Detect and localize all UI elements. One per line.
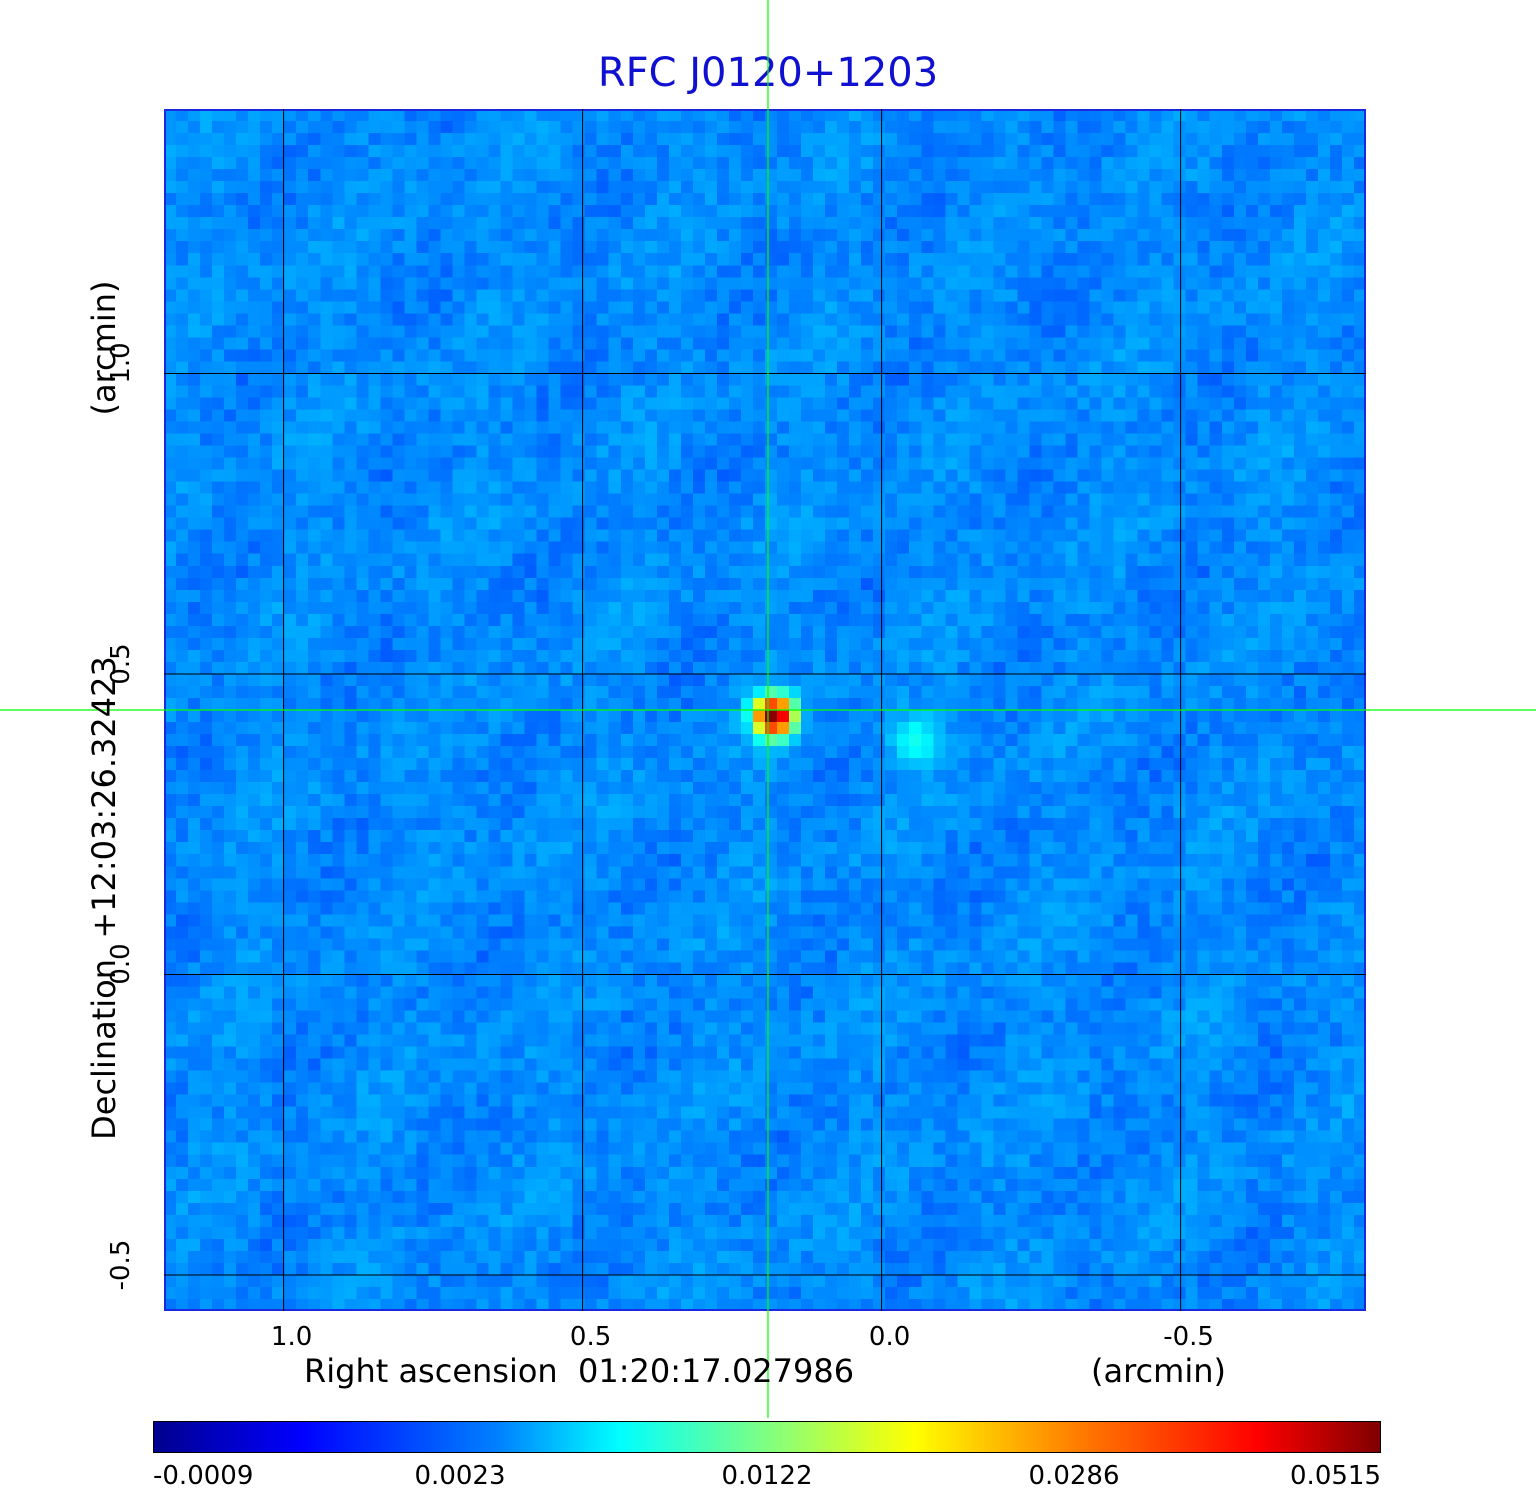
colorbar-tick-label: 0.0286 (1028, 1461, 1120, 1491)
x-tick-label: 0.0 (868, 1322, 911, 1352)
colorbar-tick-label: 0.0515 (1290, 1461, 1381, 1491)
colorbar-tick-label: -0.0009 (153, 1461, 254, 1491)
x-tick-label: 0.5 (569, 1322, 612, 1352)
colorbar (153, 1421, 1381, 1453)
colorbar-tick-label: 0.0122 (721, 1461, 813, 1491)
y-axis-label: Declination +12:03:26.32423 (85, 656, 123, 1140)
y-axis-unit: (arcmin) (85, 280, 123, 416)
x-tick-label: -0.5 (1163, 1322, 1214, 1352)
x-axis-unit: (arcmin) (1091, 1352, 1226, 1390)
colorbar-tick-label: 0.0023 (414, 1461, 506, 1491)
y-tick-label: -0.5 (106, 1239, 136, 1291)
x-axis-label: Right ascension 01:20:17.027986 (304, 1352, 855, 1390)
x-tick-label: 1.0 (270, 1322, 313, 1352)
